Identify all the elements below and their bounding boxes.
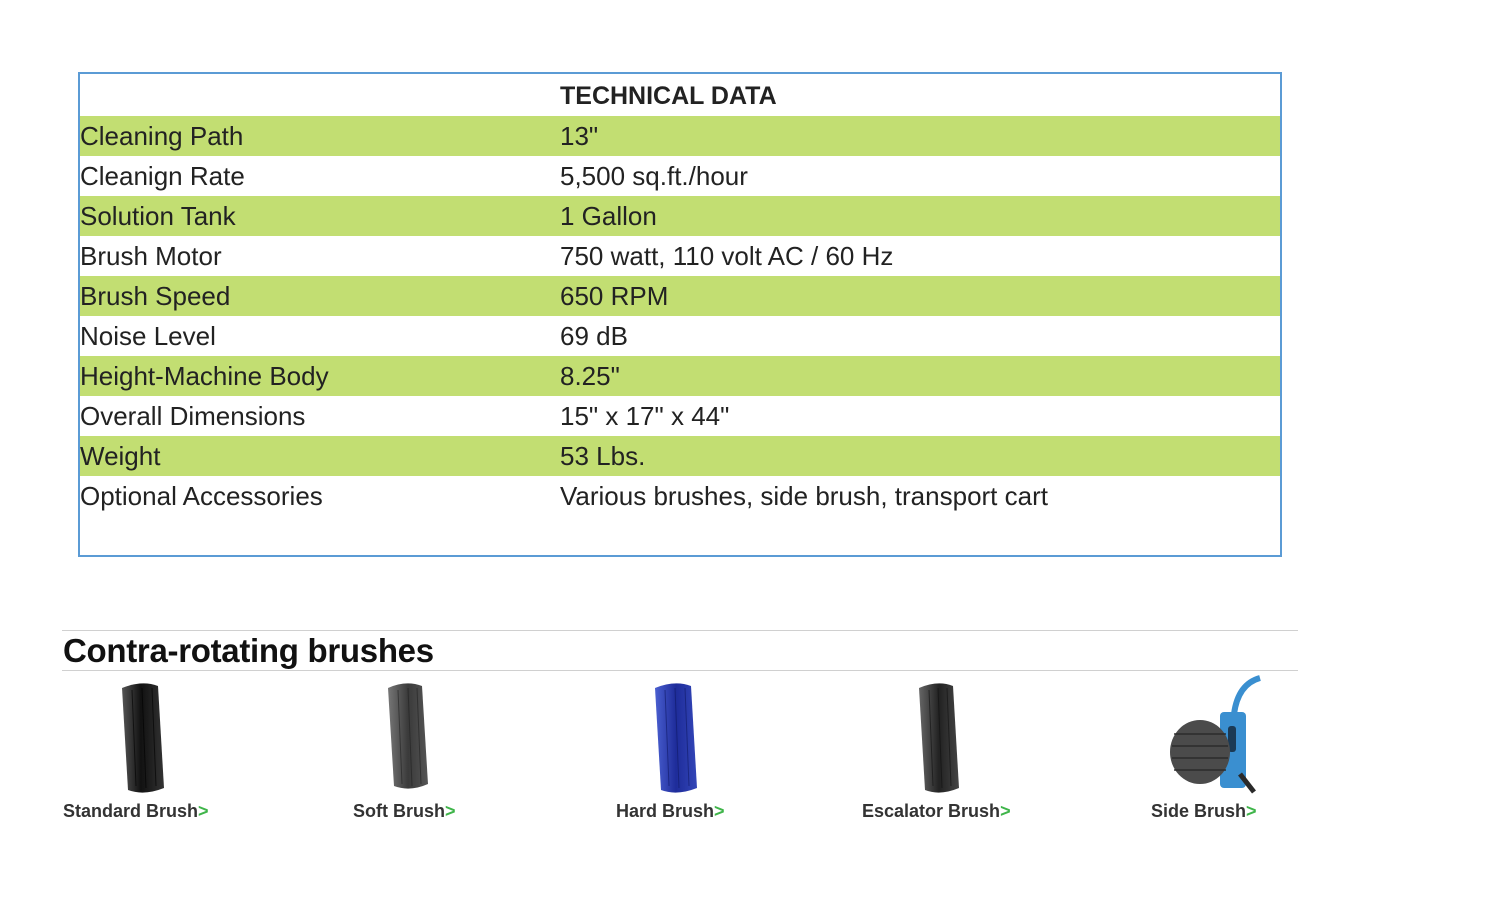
brush-item-standard[interactable]: Standard Brush>	[62, 680, 262, 830]
top-divider	[62, 630, 1298, 631]
spec-label: Brush Motor	[80, 241, 222, 271]
spec-label: Optional Accessories	[80, 481, 323, 511]
escalator-brush-icon	[919, 683, 959, 793]
spec-row-overall-dimensions: Overall Dimensions 15" x 17" x 44"	[80, 396, 1280, 436]
spec-value: 13"	[560, 121, 599, 151]
spec-label: Noise Level	[80, 321, 216, 351]
spec-row-cleaning-rate: Cleanign Rate 5,500 sq.ft./hour	[80, 156, 1280, 196]
spec-row-brush-motor: Brush Motor 750 watt, 110 volt AC / 60 H…	[80, 236, 1280, 276]
brushes-section: Contra-rotating brushes Standard Brush>	[62, 630, 1298, 821]
spec-label: Cleaning Path	[80, 121, 244, 151]
spec-row-noise-level: Noise Level 69 dB	[80, 316, 1280, 356]
spec-value: 1 Gallon	[560, 201, 657, 231]
brush-item-side[interactable]: Side Brush>	[1150, 675, 1350, 830]
side-brush-icon	[1170, 675, 1261, 794]
spec-row-cleaning-path: Cleaning Path 13"	[80, 116, 1280, 156]
arrow-icon: >	[1000, 801, 1011, 821]
brush-item-soft[interactable]: Soft Brush>	[352, 680, 552, 830]
soft-brush-icon	[388, 683, 428, 789]
spec-value: 5,500 sq.ft./hour	[560, 161, 748, 191]
brush-label: Soft Brush	[353, 801, 445, 821]
standard-brush-icon	[122, 683, 164, 793]
side-brush-link[interactable]: Side Brush>	[1151, 801, 1257, 822]
spec-row-solution-tank: Solution Tank 1 Gallon	[80, 196, 1280, 236]
brush-item-hard[interactable]: Hard Brush>	[615, 680, 815, 830]
spec-label: Height-Machine Body	[80, 361, 329, 391]
arrow-icon: >	[198, 801, 209, 821]
standard-brush-link[interactable]: Standard Brush>	[63, 801, 209, 822]
soft-brush-link[interactable]: Soft Brush>	[353, 801, 456, 822]
spec-row-optional-accessories: Optional Accessories Various brushes, si…	[80, 476, 1280, 516]
spec-row-height-machine-body: Height-Machine Body 8.25"	[80, 356, 1280, 396]
spec-label: Weight	[80, 441, 161, 471]
bottom-divider	[62, 670, 1298, 671]
arrow-icon: >	[714, 801, 725, 821]
brush-label: Hard Brush	[616, 801, 715, 821]
brushes-heading: Contra-rotating brushes	[63, 632, 434, 669]
hard-brush-icon	[655, 683, 697, 793]
spec-row-weight: Weight 53 Lbs.	[80, 436, 1280, 476]
spec-value: 750 watt, 110 volt AC / 60 Hz	[560, 241, 894, 271]
technical-data-title: TECHNICAL DATA	[560, 82, 777, 110]
spec-label: Cleanign Rate	[80, 161, 245, 191]
spec-label: Brush Speed	[80, 281, 231, 311]
technical-data-header: TECHNICAL DATA	[80, 74, 1280, 116]
spec-row-brush-speed: Brush Speed 650 RPM	[80, 276, 1280, 316]
arrow-icon: >	[1246, 801, 1257, 821]
hard-brush-link[interactable]: Hard Brush>	[616, 801, 725, 822]
brush-label: Standard Brush	[63, 801, 199, 821]
spec-label: Overall Dimensions	[80, 401, 306, 431]
escalator-brush-link[interactable]: Escalator Brush>	[862, 801, 1011, 822]
arrow-icon: >	[445, 801, 456, 821]
spec-value: 69 dB	[560, 321, 628, 351]
spec-value: 15" x 17" x 44"	[560, 401, 730, 431]
brush-label: Escalator Brush	[862, 801, 1001, 821]
spec-value: Various brushes, side brush, transport c…	[560, 481, 1048, 511]
technical-data-table: TECHNICAL DATA Cleaning Path 13" Cleanig…	[78, 72, 1282, 557]
spec-value: 650 RPM	[560, 281, 669, 311]
brush-item-escalator[interactable]: Escalator Brush>	[861, 680, 1061, 830]
spec-label: Solution Tank	[80, 201, 236, 231]
spec-value: 8.25"	[560, 361, 620, 391]
brush-label: Side Brush	[1151, 801, 1247, 821]
spec-value: 53 Lbs.	[560, 441, 646, 471]
